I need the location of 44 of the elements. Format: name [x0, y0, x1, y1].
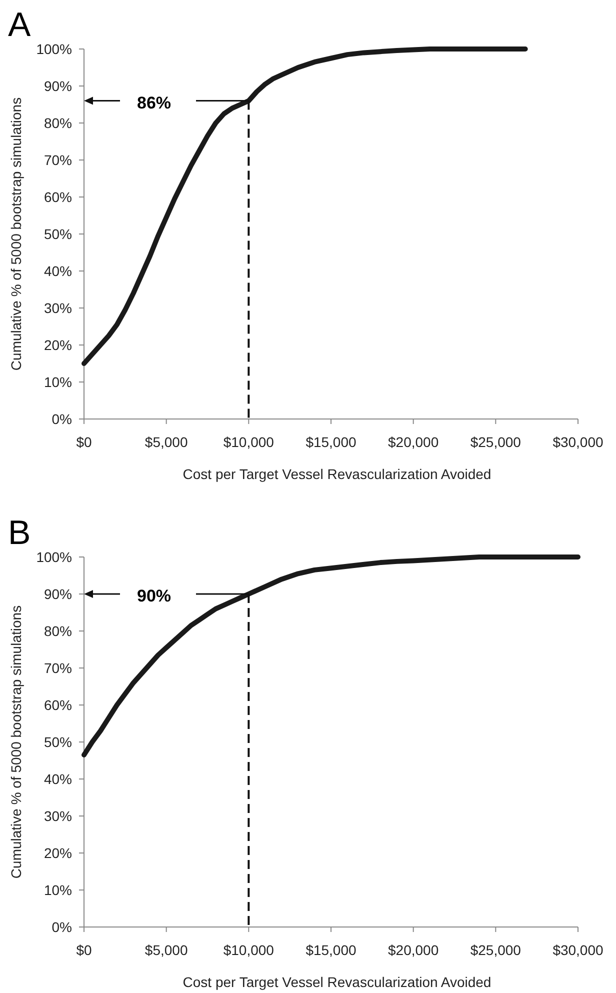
y-tick-label: 0% — [52, 918, 72, 935]
chart-title: A — [8, 6, 31, 44]
y-axis-title: Cumulative % of 5000 bootstrap simulations — [8, 605, 24, 879]
y-axis-title: Cumulative % of 5000 bootstrap simulations — [8, 97, 24, 371]
y-tick-label: 80% — [44, 622, 72, 639]
x-tick-label: $15,000 — [306, 942, 357, 958]
y-tick-label: 60% — [44, 696, 72, 713]
x-tick-label: $30,000 — [552, 942, 604, 958]
ref-line-label: 90% — [136, 586, 172, 606]
y-tick-label: 30% — [44, 300, 72, 316]
x-tick-label: $30,000 — [552, 434, 604, 450]
y-tick-label: 90% — [44, 78, 72, 94]
x-tick-label: $25,000 — [470, 434, 522, 450]
y-tick-label: 0% — [52, 410, 72, 427]
y-tick-label: 40% — [44, 262, 72, 279]
y-tick-label: 100% — [36, 548, 72, 565]
y-tick-label: 100% — [36, 40, 72, 57]
y-tick-label: 50% — [44, 226, 72, 242]
y-tick-label: 20% — [44, 844, 72, 861]
y-tick-label: 40% — [44, 770, 72, 787]
x-tick-label: $5,000 — [144, 942, 188, 958]
x-tick-label: $25,000 — [470, 942, 522, 958]
y-tick-label: 20% — [44, 336, 72, 353]
x-axis-title: Cost per Target Vessel Revascularization Avoided — [182, 466, 492, 482]
y-tick-label: 70% — [44, 660, 72, 676]
y-tick-label: 10% — [44, 374, 72, 390]
y-tick-label: 60% — [44, 188, 72, 205]
y-tick-label: 50% — [44, 734, 72, 750]
x-tick-label: $15,000 — [306, 434, 357, 450]
x-tick-label: $10,000 — [223, 942, 274, 958]
y-tick-label: 10% — [44, 882, 72, 898]
x-axis-title: Cost per Target Vessel Revascularization Avoided — [182, 974, 492, 990]
y-tick-label: 70% — [44, 152, 72, 168]
x-tick-label: $20,000 — [388, 942, 439, 958]
y-tick-label: 90% — [44, 586, 72, 602]
x-tick-label: $0 — [76, 942, 92, 958]
y-tick-label: 30% — [44, 808, 72, 824]
x-tick-label: $0 — [76, 434, 92, 450]
x-tick-label: $5,000 — [144, 434, 188, 450]
y-tick-label: 80% — [44, 114, 72, 131]
x-tick-label: $10,000 — [223, 434, 274, 450]
ref-line-label: 86% — [136, 93, 172, 112]
x-tick-label: $20,000 — [388, 434, 439, 450]
chart-title: B — [8, 514, 31, 552]
